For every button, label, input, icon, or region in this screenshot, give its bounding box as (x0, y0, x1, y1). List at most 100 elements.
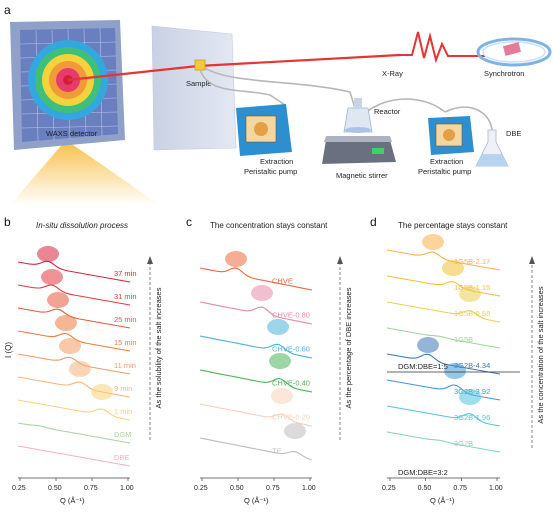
b-curves-curve (17, 330, 131, 352)
b-curves-peak-marker (59, 338, 81, 354)
panel-d-title: The percentage stays constant (398, 221, 508, 230)
b-curves-curve-label: DBE (114, 453, 129, 462)
d-curves-curve-label: 3G2B (454, 439, 473, 448)
d-curves-peak-marker (442, 260, 464, 276)
c-curves-peak-marker (251, 285, 273, 301)
d-curves-curve (386, 275, 501, 297)
d-curves-curve (386, 301, 501, 323)
axis-tick-label: 0.75 (453, 485, 467, 492)
c-curves-curve (199, 403, 313, 427)
c-curves-peak-marker (225, 251, 247, 267)
reactor-label: Reactor (374, 107, 401, 116)
d-curves-peak-marker (444, 363, 466, 379)
beam-to-detector (67, 64, 199, 82)
b-curves-curve-label: 9 min (114, 384, 132, 393)
b-curves-curve (17, 353, 131, 375)
panel-c-xlabel: Q (Å⁻¹) (244, 496, 269, 505)
b-curves-curve (17, 445, 131, 467)
panel-b-xlabel: Q (Å⁻¹) (60, 496, 85, 505)
d-curves-curve (386, 379, 501, 401)
panel-d-xlabel: Q (Å⁻¹) (430, 496, 455, 505)
axis-tick-label: 1.00 (302, 485, 316, 492)
group1-label: DGM:DBE=1:5 (398, 362, 448, 371)
dbe-flask (475, 129, 509, 167)
panel-d-letter: d (370, 215, 377, 229)
panel-c-side-note: As the percentage of DBE increases (344, 287, 353, 408)
axis-tick-label: 0.25 (12, 485, 26, 492)
b-curves-curve-label: 11 min (114, 361, 136, 370)
c-curves-curve-label: CHVE-0.20 (272, 413, 310, 422)
b-curves-peak-marker (91, 384, 113, 400)
d-curves-curve-label: 3G2B-4.34 (454, 361, 490, 370)
synchrotron-label: Synchrotron (484, 69, 524, 78)
reactor-stirrer (322, 98, 396, 164)
c-curves-curve-label: CHVE-0.40 (272, 379, 310, 388)
d-curves-curve (386, 405, 501, 427)
left-pump-label-1: Extraction (260, 157, 293, 166)
axis-tick-label: 1.00 (489, 485, 503, 492)
scatter-cone (10, 140, 160, 205)
b-curves-curve-label: 31 min (114, 292, 137, 301)
c-curves-curve (199, 437, 313, 461)
sample-label: Sample (186, 79, 211, 88)
shield-wall (151, 25, 237, 151)
left-pump-label-2: Peristaltic pump (244, 167, 297, 176)
d-curves-curve-label: 1G5B-2.17 (454, 257, 490, 266)
b-curves-curve-label: 37 min (114, 269, 137, 278)
waxs-detector (10, 20, 125, 150)
panel-b-ylabel: I (Q) (4, 342, 13, 358)
d-curves-curve-label: 1G5B (454, 335, 473, 344)
panel-b-title: In-situ dissolution process (36, 221, 128, 230)
panel-c-title: The concentration stays constant (210, 221, 328, 230)
axis-tick-label: 1.00 (120, 485, 134, 492)
dbe-label: DBE (506, 129, 521, 138)
b-curves-curve-label: 15 min (114, 338, 137, 347)
b-curves-peak-marker (47, 292, 69, 308)
stirrer-label: Magnetic stirrer (336, 171, 388, 180)
c-curves-curve (199, 301, 313, 325)
panel-d-side-note: As the concentration of the salt increas… (536, 286, 545, 423)
axis-tick-label: 0.75 (266, 485, 280, 492)
c-curves-curve (199, 335, 313, 359)
b-curves-curve-label: 25 min (114, 315, 137, 324)
d-curves-peak-marker (459, 389, 481, 405)
c-curves-curve-label: CHVE-0.60 (272, 345, 310, 354)
c-curves-peak-marker (284, 423, 306, 439)
panel-d-plot: 1G5B-2.171G5B-1.151G5B-0.581G5B3G2B-4.34… (382, 234, 545, 505)
d-curves-curve-label: 1G5B-0.58 (454, 309, 490, 318)
c-curves-curve-label: CHVE-0.80 (272, 311, 310, 320)
left-pump (236, 104, 292, 156)
d-curves-curve (386, 327, 501, 349)
right-pump-label-1: Extraction (430, 157, 463, 166)
panel-b-plot: 37 min 31 min 25 min 15 min 11 min 9 min 1 min… (12, 246, 163, 505)
b-curves-peak-marker (55, 315, 77, 331)
d-curves-curve (386, 353, 501, 375)
c-curves-peak-marker (271, 388, 293, 404)
b-curves-curve-label: 1 min (114, 407, 132, 416)
panel-a-letter: a (4, 3, 11, 17)
sample-cell (194, 59, 206, 71)
axis-tick-label: 0.75 (84, 485, 98, 492)
b-curves-peak-marker (37, 246, 59, 262)
b-curves-peak-marker (41, 269, 63, 285)
xray-label: X-Ray (382, 69, 403, 78)
c-curves-curve (199, 369, 313, 393)
d-curves-curve (386, 249, 501, 271)
c-curves-peak-marker (269, 353, 291, 369)
d-curves-peak-marker (422, 234, 444, 250)
panel-c-plot: CHVE CHVE-0.80 CHVE-0.60 CHVE-0.40 CHVE-0.20… (194, 251, 353, 505)
synchrotron-ring (476, 37, 552, 67)
b-curves-curve-label: DGM (114, 430, 132, 439)
panel-b-side-note: As the solubility of the salt increases (154, 287, 163, 408)
waxs-label: WAXS detector (46, 129, 97, 138)
d-curves-curve-label: 3G2B-1.96 (454, 413, 490, 422)
d-curves-curve (386, 431, 501, 453)
b-curves-curve (17, 399, 131, 421)
axis-tick-label: 0.50 (418, 485, 432, 492)
c-curves-peak-marker (267, 319, 289, 335)
group2-label: DGM:DBE=3:2 (398, 468, 448, 477)
axis-tick-label: 0.25 (382, 485, 396, 492)
c-curves-curve-label: CHVE (272, 277, 293, 286)
d-curves-peak-marker (459, 286, 481, 302)
